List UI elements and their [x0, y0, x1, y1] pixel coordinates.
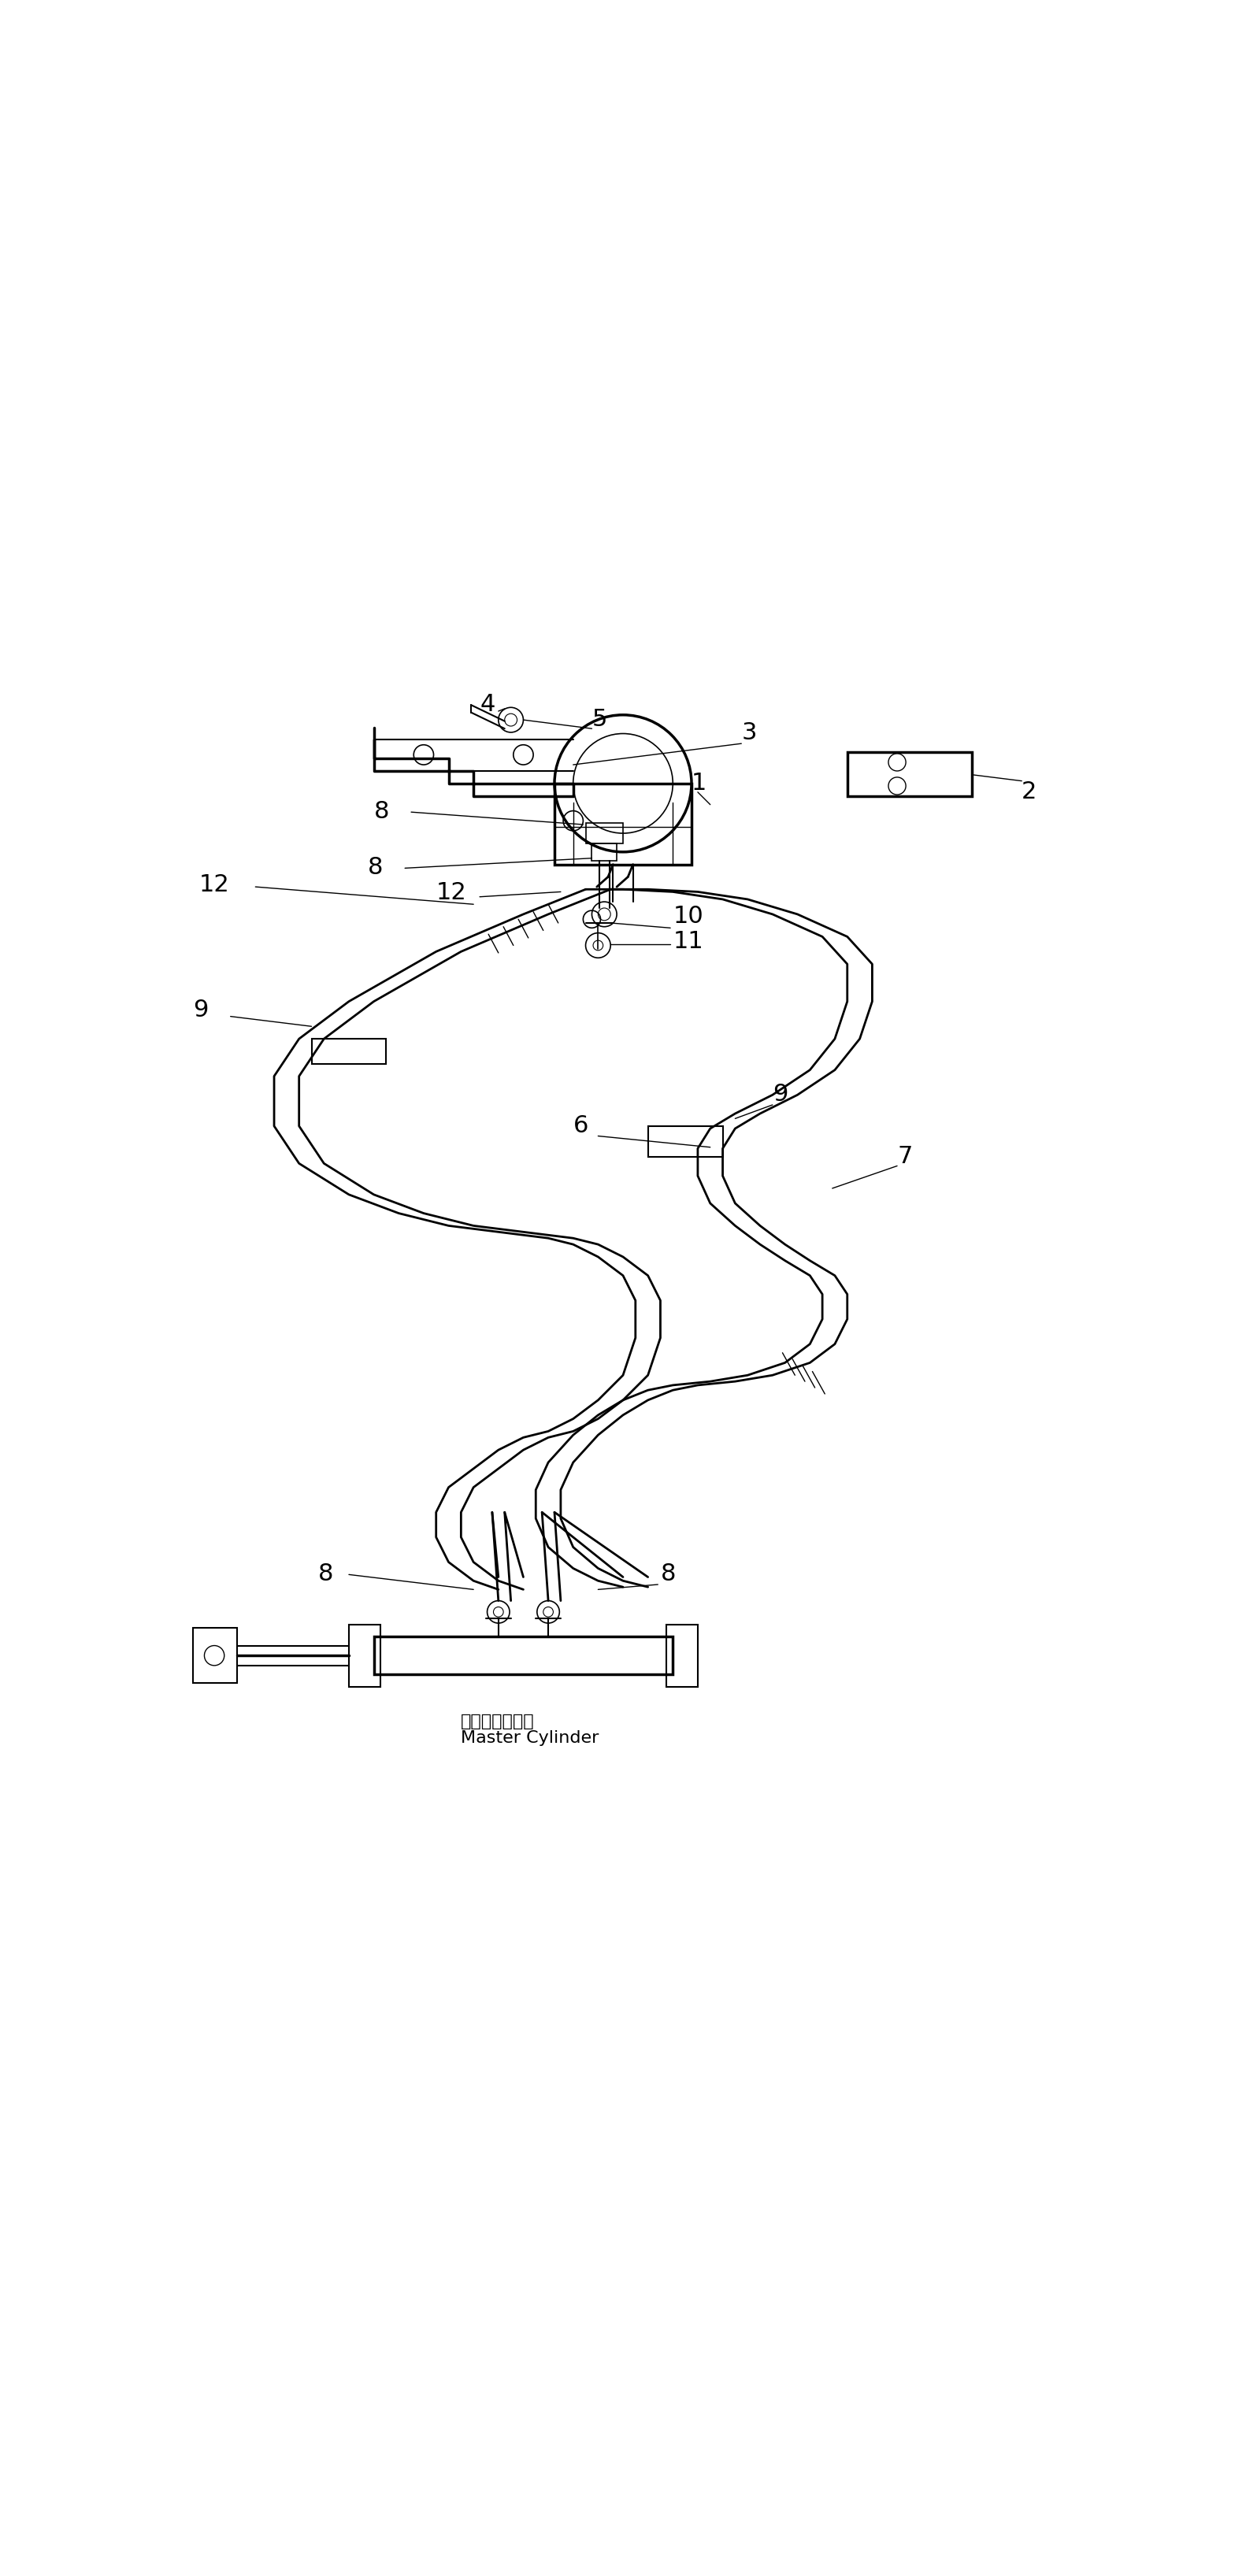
- Text: 5: 5: [592, 708, 607, 732]
- Text: 12: 12: [436, 881, 466, 904]
- Text: 11: 11: [673, 930, 703, 953]
- Text: マスタシリンダ: マスタシリンダ: [461, 1713, 535, 1728]
- Text: 8: 8: [374, 801, 389, 824]
- Text: 6: 6: [573, 1115, 588, 1136]
- Text: 4: 4: [480, 693, 495, 716]
- Bar: [586, 824, 623, 842]
- Text: 12: 12: [199, 873, 229, 896]
- Text: 2: 2: [1022, 781, 1037, 804]
- Text: 9: 9: [193, 999, 208, 1020]
- Bar: [554, 783, 692, 866]
- Text: 7: 7: [897, 1146, 912, 1167]
- Bar: [349, 1625, 380, 1687]
- Text: 8: 8: [318, 1564, 333, 1584]
- Text: 9: 9: [773, 1082, 787, 1105]
- Text: 1: 1: [692, 773, 706, 793]
- Text: 8: 8: [368, 855, 383, 878]
- Bar: [374, 1636, 673, 1674]
- Bar: [193, 1628, 237, 1682]
- Bar: [667, 1625, 698, 1687]
- Text: 3: 3: [741, 721, 756, 744]
- Text: 10: 10: [673, 904, 703, 927]
- Bar: [648, 1126, 723, 1157]
- Text: 8: 8: [660, 1564, 675, 1584]
- Bar: [592, 842, 617, 860]
- Bar: [312, 1038, 386, 1064]
- Text: Master Cylinder: Master Cylinder: [461, 1731, 599, 1747]
